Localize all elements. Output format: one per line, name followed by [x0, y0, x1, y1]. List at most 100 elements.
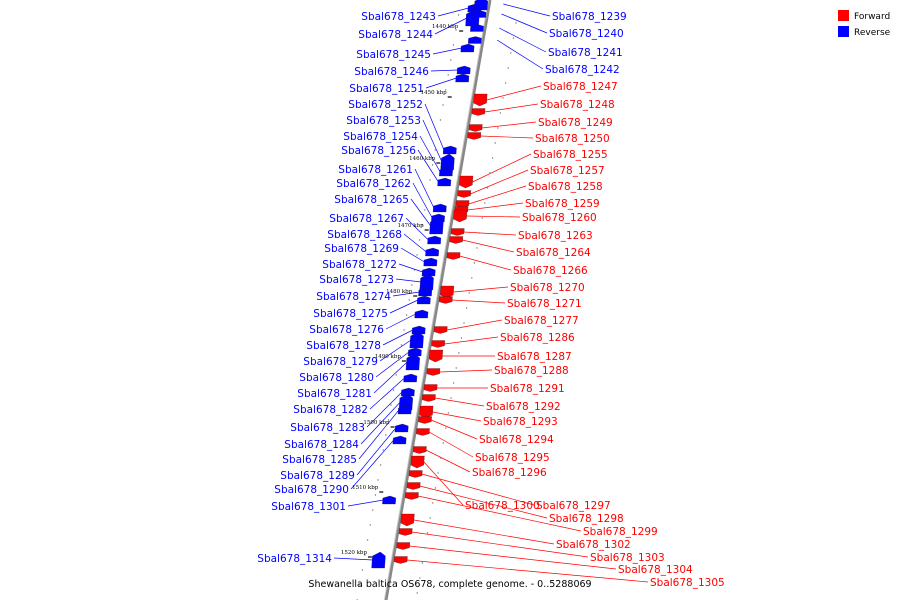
gene-label-right[interactable]: Sbal678_1277: [504, 315, 579, 327]
gene-label-left[interactable]: Sbal678_1251: [349, 83, 424, 95]
Sbal678_1246-arrow: [456, 65, 471, 75]
Sbal678_1241-arrow: [470, 24, 484, 32]
gene-label-left[interactable]: Sbal678_1301: [271, 501, 346, 513]
track-dot: [426, 532, 429, 534]
track-dot: [416, 592, 418, 594]
leader-line: [453, 286, 509, 293]
legend-label: Reverse: [854, 28, 891, 38]
gene-label-left[interactable]: Sbal678_1280: [299, 372, 374, 384]
gene-label-right[interactable]: Sbal678_1247: [543, 81, 618, 93]
gene-label-right[interactable]: Sbal678_1271: [507, 298, 582, 310]
leader-line: [430, 69, 458, 72]
gene-label-right[interactable]: Sbal678_1260: [522, 212, 597, 224]
track-dot: [385, 434, 387, 436]
leader-line: [467, 202, 524, 211]
gene-label-right[interactable]: Sbal678_1293: [483, 416, 558, 428]
gene-label-right[interactable]: Sbal678_1295: [475, 452, 550, 464]
gene-label-left[interactable]: Sbal678_1278: [306, 340, 381, 352]
gene-label-right[interactable]: Sbal678_1303: [590, 552, 665, 564]
Sbal678_1282-arrow: [403, 373, 418, 383]
gene-label-right[interactable]: Sbal678_1259: [525, 198, 600, 210]
gene-label-right[interactable]: Sbal678_1249: [538, 117, 613, 129]
gene-label-left[interactable]: Sbal678_1252: [348, 99, 423, 111]
gene-label-right[interactable]: Sbal678_1299: [583, 526, 658, 538]
gene-label-right[interactable]: Sbal678_1298: [549, 513, 624, 525]
gene-label-left[interactable]: Sbal678_1246: [354, 66, 429, 78]
track-dot: [502, 97, 504, 99]
gene-label-right[interactable]: Sbal678_1270: [510, 282, 585, 294]
gene-label-right[interactable]: Sbal678_1240: [549, 28, 624, 40]
gene-label-left[interactable]: Sbal678_1279: [303, 356, 378, 368]
gene-label-left[interactable]: Sbal678_1290: [274, 484, 349, 496]
gene-label-right[interactable]: Sbal678_1286: [500, 332, 575, 344]
gene-label-right[interactable]: Sbal678_1287: [497, 351, 572, 363]
gene-label-right[interactable]: Sbal678_1294: [479, 434, 554, 446]
gene-label-right[interactable]: Sbal678_1291: [490, 383, 565, 395]
leader-lines: [333, 3, 649, 583]
gene-label-right[interactable]: Sbal678_1297: [536, 500, 611, 512]
gene-label-left[interactable]: Sbal678_1262: [336, 178, 411, 190]
track-dot: [429, 179, 431, 181]
Sbal678_1263-arrow: [450, 228, 465, 236]
gene-label-right[interactable]: Sbal678_1264: [516, 247, 591, 259]
gene-label-left[interactable]: Sbal678_1245: [356, 49, 431, 61]
gene-label-left[interactable]: Sbal678_1273: [319, 274, 394, 286]
gene-label-right[interactable]: Sbal678_1300: [465, 500, 540, 512]
genome-backbone: [356, 0, 520, 600]
gene-label-right[interactable]: Sbal678_1242: [545, 64, 620, 76]
track-dot: [359, 584, 361, 586]
gene-label-right[interactable]: Sbal678_1248: [540, 99, 615, 111]
track-dot: [439, 457, 442, 459]
leader-line: [437, 7, 469, 17]
gene-label-right[interactable]: Sbal678_1292: [486, 401, 561, 413]
gene-label-left[interactable]: Sbal678_1282: [293, 404, 368, 416]
gene-label-left[interactable]: Sbal678_1275: [313, 308, 388, 320]
gene-label-right[interactable]: Sbal678_1258: [528, 181, 603, 193]
gene-label-left[interactable]: Sbal678_1284: [284, 439, 359, 451]
gene-label-left[interactable]: Sbal678_1254: [343, 131, 418, 143]
Sbal678_1250-arrow: [467, 132, 482, 140]
track-dot: [455, 367, 457, 369]
gene-label-left[interactable]: Sbal678_1256: [341, 145, 416, 157]
gene-label-left[interactable]: Sbal678_1265: [334, 194, 409, 206]
Sbal678_1290-arrow: [392, 435, 407, 445]
gene-label-left[interactable]: Sbal678_1274: [316, 291, 391, 303]
gene-label-left[interactable]: Sbal678_1314: [257, 553, 332, 565]
Sbal678_1240-arrow: [472, 10, 487, 18]
Sbal678_1281-arrow: [405, 353, 420, 371]
track-dot: [486, 187, 489, 189]
gene-label-right[interactable]: Sbal678_1296: [472, 467, 547, 479]
gene-label-left[interactable]: Sbal678_1281: [297, 388, 372, 400]
leader-line: [468, 185, 527, 205]
track-dot: [434, 487, 437, 489]
gene-label-left[interactable]: Sbal678_1289: [280, 470, 355, 482]
gene-label-right[interactable]: Sbal678_1263: [518, 230, 593, 242]
gene-labels: Sbal678_1243 Sbal678_1244 Sbal678_1245 Sbal…: [257, 11, 724, 589]
gene-label-left[interactable]: Sbal678_1276: [309, 324, 384, 336]
gene-label-left[interactable]: Sbal678_1272: [322, 259, 397, 271]
gene-label-left[interactable]: Sbal678_1261: [338, 164, 413, 176]
gene-label-left[interactable]: Sbal678_1253: [346, 115, 421, 127]
gene-label-right[interactable]: Sbal678_1266: [513, 265, 588, 277]
leader-line: [434, 397, 485, 407]
gene-label-right[interactable]: Sbal678_1239: [552, 11, 627, 23]
gene-label-right[interactable]: Sbal678_1305: [650, 577, 725, 589]
gene-label-right[interactable]: Sbal678_1304: [618, 564, 693, 576]
gene-label-right[interactable]: Sbal678_1257: [530, 165, 605, 177]
gene-label-right[interactable]: Sbal678_1250: [535, 133, 610, 145]
track-dot: [468, 292, 470, 294]
gene-label-left[interactable]: Sbal678_1283: [290, 422, 365, 434]
leader-line: [466, 215, 521, 218]
track-dot: [413, 269, 416, 271]
gene-label-left[interactable]: Sbal678_1243: [361, 11, 436, 23]
gene-label-right[interactable]: Sbal678_1255: [533, 149, 608, 161]
gene-label-left[interactable]: Sbal678_1267: [329, 213, 404, 225]
gene-label-left[interactable]: Sbal678_1285: [282, 454, 357, 466]
gene-label-right[interactable]: Sbal678_1241: [548, 47, 623, 59]
Sbal678_1277-arrow: [433, 326, 448, 334]
gene-label-right[interactable]: Sbal678_1302: [556, 539, 631, 551]
gene-label-left[interactable]: Sbal678_1268: [327, 229, 402, 241]
gene-label-right[interactable]: Sbal678_1288: [494, 365, 569, 377]
gene-label-left[interactable]: Sbal678_1269: [324, 243, 399, 255]
gene-label-left[interactable]: Sbal678_1244: [358, 29, 433, 41]
